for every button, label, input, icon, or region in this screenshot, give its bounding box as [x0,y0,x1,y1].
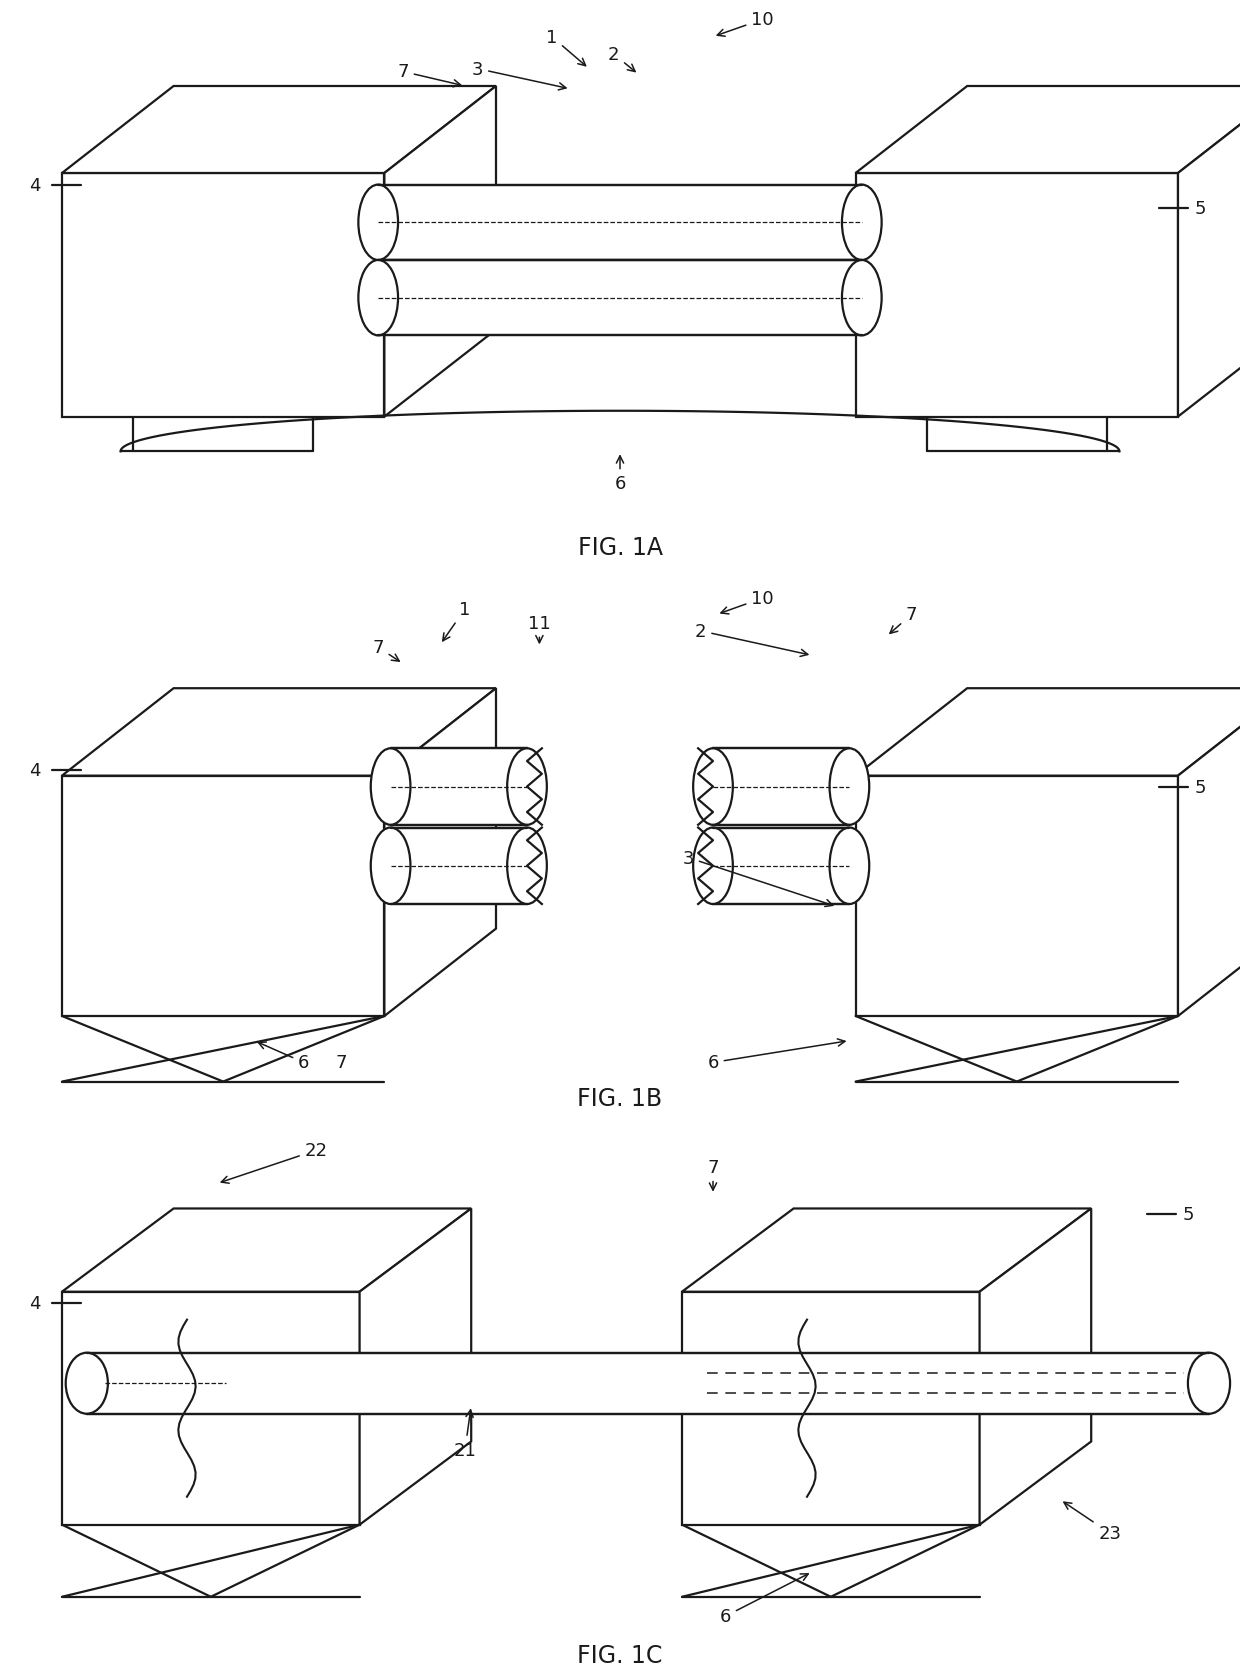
Text: 5: 5 [1194,200,1207,218]
Polygon shape [980,1210,1091,1525]
Polygon shape [856,689,1240,776]
Ellipse shape [371,828,410,904]
Text: 4: 4 [29,761,41,780]
Text: 7: 7 [890,606,918,633]
Text: 1: 1 [546,29,585,67]
Text: 11: 11 [528,615,551,643]
Ellipse shape [842,185,882,260]
Ellipse shape [371,749,410,825]
Bar [713,749,849,825]
Text: FIG. 1C: FIG. 1C [578,1643,662,1667]
Text: 7: 7 [335,1053,347,1072]
Text: FIG. 1A: FIG. 1A [578,536,662,559]
Bar [391,749,527,825]
Polygon shape [1178,689,1240,1016]
Text: 1: 1 [443,601,471,642]
Ellipse shape [830,828,869,904]
Text: 3: 3 [682,848,833,907]
Text: 7: 7 [397,64,460,87]
Text: 21: 21 [454,1410,476,1458]
Bar [713,828,849,904]
Polygon shape [384,689,496,1016]
Ellipse shape [693,749,733,825]
Ellipse shape [66,1352,108,1415]
Ellipse shape [842,260,882,336]
Ellipse shape [1188,1352,1230,1415]
Bar [378,185,862,260]
Ellipse shape [358,260,398,336]
Ellipse shape [830,749,869,825]
Bar [62,776,384,1016]
Polygon shape [384,87,496,417]
Bar [682,1292,980,1525]
Ellipse shape [507,749,547,825]
Text: 5: 5 [1182,1205,1194,1223]
Ellipse shape [693,828,733,904]
Text: 7: 7 [372,638,399,662]
Polygon shape [62,1210,471,1292]
Text: 23: 23 [1064,1502,1121,1542]
Polygon shape [360,1210,471,1525]
Text: 3: 3 [471,60,565,91]
Bar [62,1292,360,1525]
Text: 4: 4 [29,176,41,195]
Text: 7: 7 [707,1158,719,1191]
Text: 10: 10 [720,590,774,615]
Text: 6: 6 [258,1042,310,1072]
Text: 6: 6 [707,1040,844,1072]
Text: 2: 2 [608,45,635,72]
Bar [856,175,1178,417]
Polygon shape [62,689,496,776]
Text: 6: 6 [719,1574,808,1625]
Bar [378,260,862,336]
Bar [62,175,384,417]
Text: 5: 5 [1194,778,1207,796]
Bar [87,1352,1209,1415]
Text: 2: 2 [694,623,807,657]
Polygon shape [1178,87,1240,417]
Ellipse shape [507,828,547,904]
Polygon shape [856,87,1240,175]
Text: 22: 22 [221,1141,327,1183]
Text: 4: 4 [29,1294,41,1312]
Text: FIG. 1B: FIG. 1B [578,1087,662,1110]
Bar [391,828,527,904]
Polygon shape [62,87,496,175]
Text: 6: 6 [614,457,626,492]
Text: 10: 10 [717,12,774,37]
Polygon shape [682,1210,1091,1292]
Ellipse shape [358,185,398,260]
Bar [856,776,1178,1016]
